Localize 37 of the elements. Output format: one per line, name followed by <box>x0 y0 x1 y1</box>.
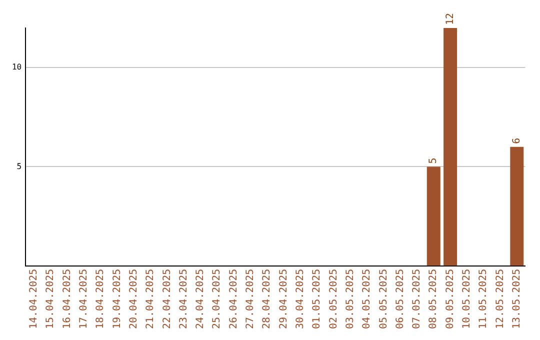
bar <box>426 166 440 266</box>
data-label: 12 <box>444 12 456 25</box>
x-tick-label: 16.04.2025 <box>62 268 73 330</box>
x-tick-label: 26.04.2025 <box>228 268 240 330</box>
x-tick-label: 25.04.2025 <box>212 268 223 330</box>
x-tick-label: 04.05.2025 <box>362 268 373 330</box>
x-tick-label: 11.05.2025 <box>478 268 490 330</box>
x-tick-label: 10.05.2025 <box>462 268 473 330</box>
x-tick-label: 19.04.2025 <box>112 268 123 330</box>
x-tick-label: 14.04.2025 <box>28 268 40 330</box>
x-tick-label: 12.05.2025 <box>494 268 506 330</box>
x-tick-label: 27.04.2025 <box>245 268 256 330</box>
x-tick-label: 03.05.2025 <box>344 268 356 330</box>
x-tick-label: 23.04.2025 <box>178 268 190 330</box>
x-tick-label: 07.05.2025 <box>412 268 423 330</box>
x-tick-label: 06.05.2025 <box>394 268 406 330</box>
x-tick-label: 17.04.2025 <box>78 268 90 330</box>
bar <box>510 146 524 266</box>
y-tick-label: 10 <box>12 62 22 72</box>
x-tick-label: 13.05.2025 <box>511 268 522 330</box>
x-tick-label: 01.05.2025 <box>312 268 323 330</box>
x-tick-label: 15.04.2025 <box>45 268 56 330</box>
x-tick-label: 20.04.2025 <box>128 268 140 330</box>
x-tick-label: 18.04.2025 <box>95 268 106 330</box>
data-label: 6 <box>511 138 522 144</box>
x-tick-label: 22.04.2025 <box>162 268 173 330</box>
x-tick-label: 30.04.2025 <box>295 268 306 330</box>
x-tick-label: 21.04.2025 <box>145 268 156 330</box>
x-tick-label: 05.05.2025 <box>378 268 390 330</box>
x-tick-label: 28.04.2025 <box>262 268 273 330</box>
x-tick-label: 24.04.2025 <box>195 268 206 330</box>
x-tick-label: 09.05.2025 <box>444 268 456 330</box>
data-label: 5 <box>428 158 440 164</box>
bar <box>444 28 458 266</box>
x-tick-label: 02.05.2025 <box>328 268 340 330</box>
x-tick-label: 08.05.2025 <box>428 268 440 330</box>
x-tick-label: 29.04.2025 <box>278 268 290 330</box>
